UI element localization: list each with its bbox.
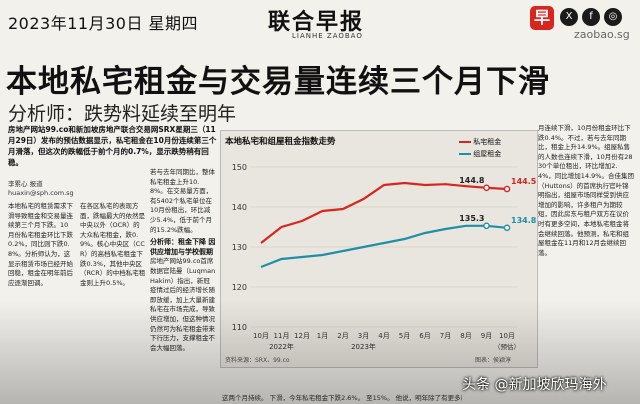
y-tick-label: 150 bbox=[232, 163, 247, 172]
x-tick-label: 2月 bbox=[337, 332, 348, 340]
x-tick-label: 6月 bbox=[419, 332, 430, 340]
x-tick-label: 7月 bbox=[440, 332, 451, 340]
rent-index-chart: 本地私宅和组屋租金指数走势 私宅租金 组屋租金 110 120 130 140 150 1… bbox=[220, 130, 538, 368]
x-tick-label: 3月 bbox=[358, 332, 369, 340]
year-label: 2022年 bbox=[269, 342, 294, 351]
article-right-column: 月连续下滑，10月份租金环比下跌0.4%。不过，若与去年同期比，租金上升14.9… bbox=[538, 124, 634, 257]
article-column-3: 若与去年同期比，整体私宅租金上升10.8%。在交易量方面，有5402个私宅单位在… bbox=[150, 168, 216, 353]
x-tick-label: 12月 bbox=[294, 332, 310, 340]
facebook-icon[interactable]: f bbox=[582, 8, 600, 26]
chart-title: 本地私宅和组屋租金指数走势 bbox=[225, 137, 336, 147]
data-label: 135.3 bbox=[459, 214, 484, 223]
x-tick-label: 11月 bbox=[274, 332, 290, 340]
chart-credit: 图表：侯颖淳 bbox=[475, 357, 512, 364]
data-label: 144.5 bbox=[511, 177, 537, 186]
lead-paragraph: 房地产网站99.co和新加坡房地产联合交易网SRX星期三（11月29日）发布的预… bbox=[8, 125, 217, 167]
instagram-icon[interactable]: ◎ bbox=[604, 8, 622, 26]
section-heading: 分析师：租金下降 因供应增加与学校假期 bbox=[150, 238, 216, 256]
x-tick-label: 10月 bbox=[499, 332, 515, 340]
issue-date: 2023年11月30日 星期四 bbox=[8, 14, 199, 33]
legend-label-hdb: 组屋租金 bbox=[473, 150, 502, 158]
legend-swatch-hdb bbox=[459, 153, 471, 155]
data-label: 134.8 bbox=[511, 216, 537, 225]
x-tick-label: 8月 bbox=[460, 332, 471, 340]
legend-private: 私宅租金 bbox=[459, 137, 501, 147]
data-point bbox=[503, 224, 511, 232]
source-watermark: 头条 @新加坡欣玛海外 bbox=[462, 377, 607, 393]
headline: 本地私宅租金与交易量连续三个月下滑 bbox=[6, 64, 550, 100]
estimate-note: （预估） bbox=[494, 342, 520, 351]
x-tick-label: 1月 bbox=[317, 332, 328, 340]
zaobao-logo[interactable]: 早 bbox=[530, 6, 554, 30]
x-tick-label: 5月 bbox=[399, 332, 410, 340]
year-label: 2023年 bbox=[351, 342, 376, 351]
y-tick-label: 140 bbox=[232, 203, 247, 212]
article-column-2: 在各区私宅的表现方面，跌幅最大的依然是中央以外（OCR）的大众私宅租金，跌0.9… bbox=[80, 202, 146, 287]
x-tick-label: 9月 bbox=[481, 332, 492, 340]
article-bottom-text: 这两个月持续。 下滑，今年私宅租金下跌2.6%。 至15%。 他说，明年除了有更… bbox=[222, 394, 462, 402]
site-url[interactable]: zaobao.sg bbox=[574, 28, 630, 41]
column-3-text-b: 房地产网站99.co首席数据官陆曼（Luqman Hakim）指出，新冠疫情过后… bbox=[150, 257, 216, 352]
y-tick-label: 130 bbox=[232, 243, 247, 252]
data-point bbox=[503, 185, 511, 193]
article-column-1: 本地私宅的租赁需求下滑导致租金和交易量连续第三个月下跌。10月份私宅租金环比下跌… bbox=[8, 202, 73, 287]
masthead-subtitle: LIANHE ZAOBAO bbox=[292, 32, 363, 40]
x-tick-label: 10月 bbox=[253, 332, 269, 340]
x-tick-label: 4月 bbox=[378, 332, 389, 340]
byline: 李累心 报道 huaxin@sph.com.sg bbox=[8, 180, 74, 197]
y-tick-label: 110 bbox=[232, 323, 247, 332]
data-point bbox=[483, 184, 490, 192]
masthead: 联合早报 bbox=[268, 9, 365, 35]
series-line bbox=[260, 181, 508, 244]
x-icon[interactable]: X bbox=[560, 8, 578, 26]
legend-swatch-private bbox=[459, 141, 471, 143]
subhead: 分析师：跌势料延续至明年 bbox=[8, 103, 237, 125]
legend-hdb: 组屋租金 bbox=[459, 149, 501, 159]
chart-source: 资料来源：SRX、99.co bbox=[225, 357, 290, 364]
series-line bbox=[260, 224, 508, 269]
chart-plot: 110 120 130 140 150 10月 11月 12月 1月 2月 3月 4月 5月 6月 7月 8月… bbox=[232, 163, 537, 351]
y-tick-label: 120 bbox=[232, 283, 247, 292]
data-label: 144.8 bbox=[459, 176, 485, 185]
legend-label-private: 私宅租金 bbox=[473, 138, 502, 146]
column-3-text-a: 若与去年同期比，整体私宅租金上升10.8%。在交易量方面，有5402个私宅单位在… bbox=[150, 168, 215, 234]
data-point bbox=[483, 222, 490, 230]
